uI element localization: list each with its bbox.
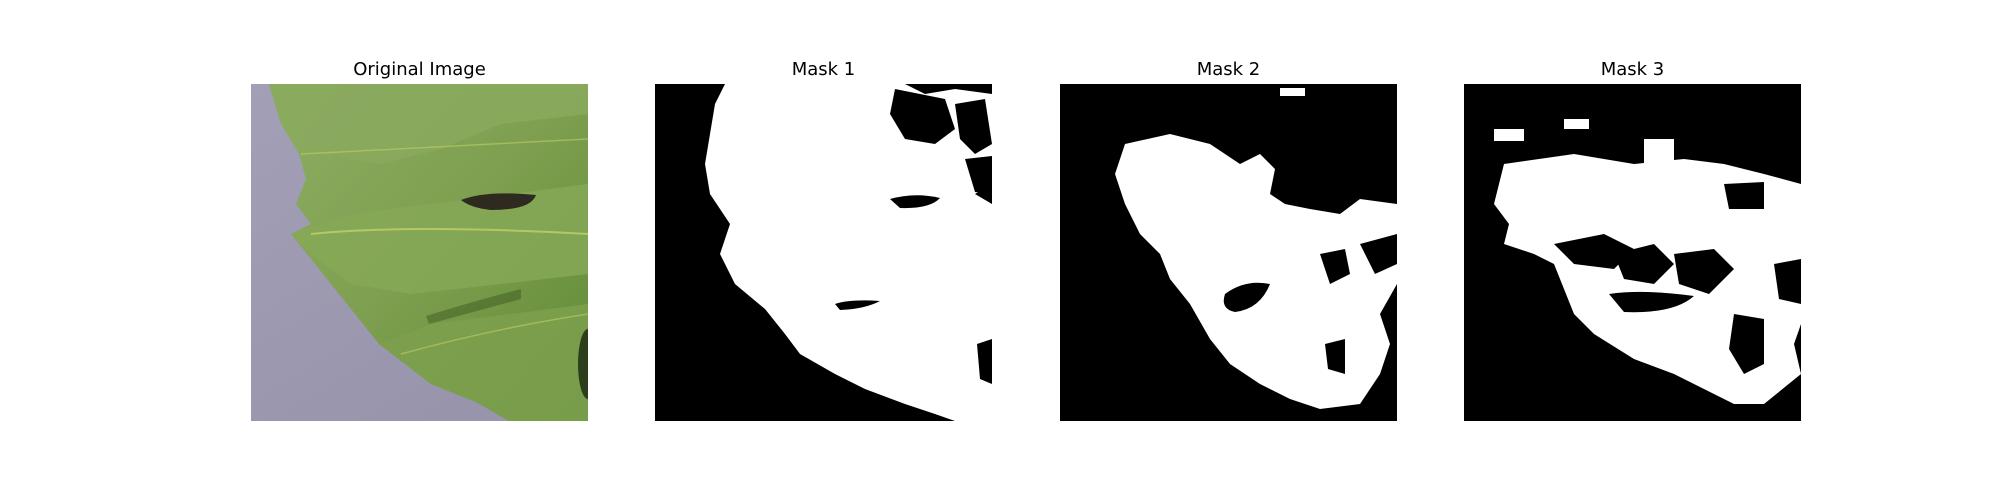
leaf-vein [310,228,588,235]
mask-hole [1223,282,1270,312]
panel-title: Mask 1 [791,59,856,80]
mask-hole [1554,234,1634,269]
original-image [251,84,588,421]
leaf-lobe-middle [291,184,588,294]
leaf-hole [461,193,536,210]
mask-hole [1674,249,1734,294]
mask-hole [890,89,955,144]
mask-hole [1729,314,1764,374]
panel-title: Mask 2 [1196,59,1261,80]
mask-hole [1609,291,1694,313]
leaf-vein [300,138,588,155]
mask-hole [977,339,992,384]
mask-hole [1320,249,1350,284]
mask-speck [1644,139,1674,164]
leaf-shadow-edge [426,289,521,324]
mask-foreground-region [705,84,992,421]
mask-speck [1280,88,1305,96]
mask-2-image [1060,84,1397,421]
mask-hole [890,195,940,209]
leaf-dark-corner [578,329,588,399]
mask-hole [1614,244,1674,284]
mask-hole [835,300,880,310]
mask-speck [1494,129,1524,141]
mask-speck [1564,119,1589,129]
mask-3-image [1464,84,1801,421]
mask-hole [955,99,992,154]
mask-foreground-region [1115,134,1397,409]
panel-title: Mask 3 [1600,59,1665,80]
leaf-lobe-top [269,84,588,164]
mask-hole [965,156,992,194]
mask-1-image [655,84,992,421]
mask-hole [1360,234,1397,274]
mask-hole [1774,259,1801,304]
panel-title: Original Image [353,59,486,80]
leaf-vein [400,313,588,355]
mask-hole [1724,182,1764,209]
leaf-lobe-lower [379,304,588,421]
mask-hole [1325,339,1345,374]
